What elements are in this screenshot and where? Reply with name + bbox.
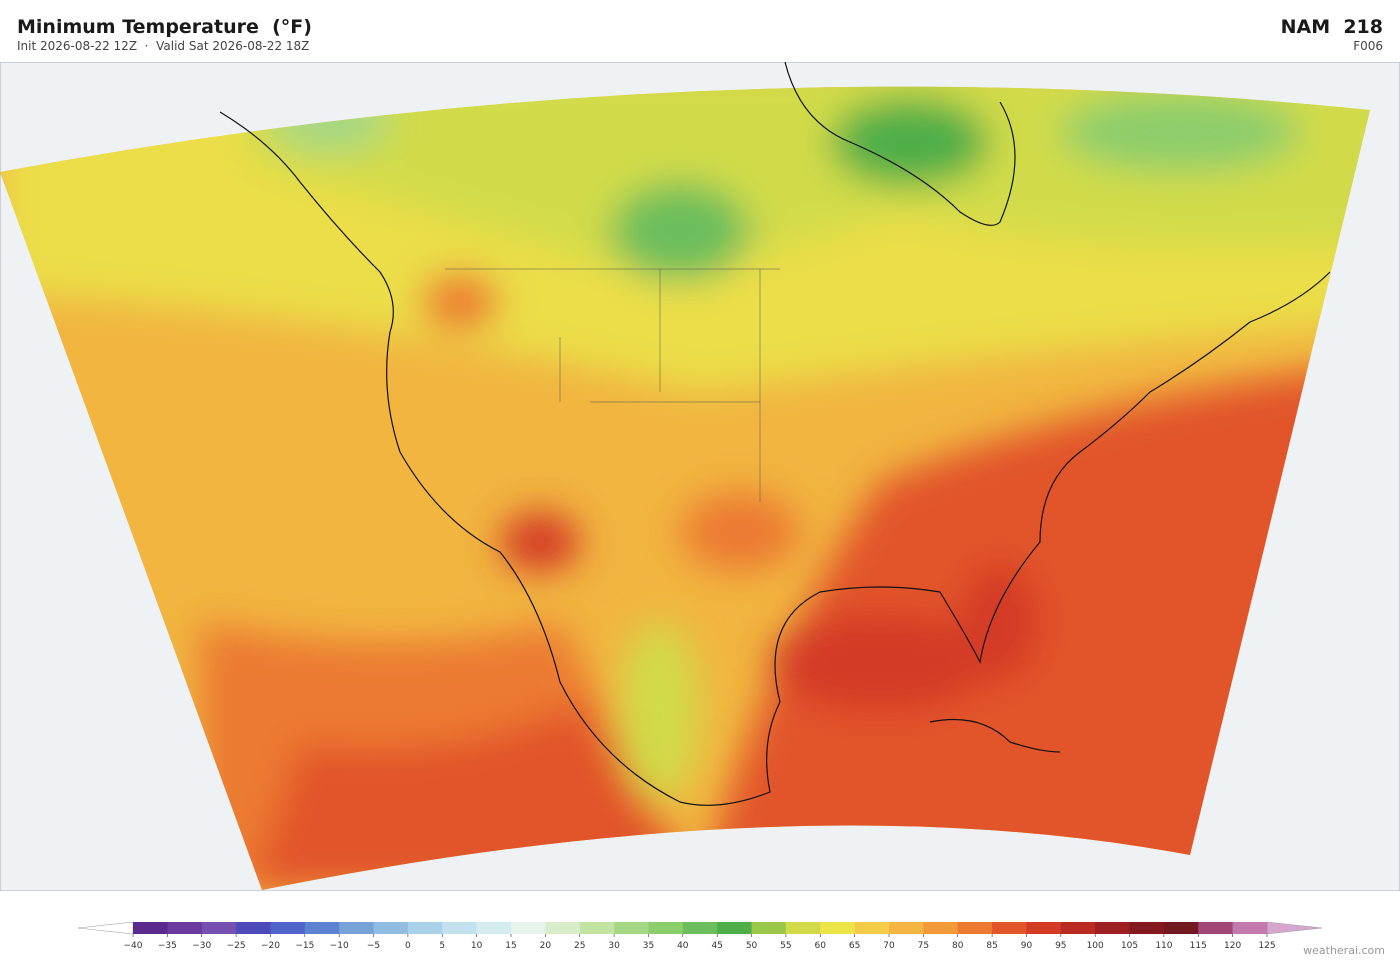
colorbar-bin [751, 922, 787, 934]
colorbar-tick-label: −5 [367, 941, 380, 951]
model-name: NAM 218 [1280, 16, 1383, 38]
colorbar-bin [407, 922, 443, 934]
colorbar-tick-label: −35 [158, 941, 177, 951]
colorbar-bin [304, 922, 340, 934]
colorbar-tick-label: 55 [780, 941, 791, 951]
colorbar-tick-label: 115 [1190, 941, 1207, 951]
colorbar-bin [1129, 922, 1165, 934]
colorbar-tick-label: −10 [330, 941, 349, 951]
colorbar-bin [717, 922, 753, 934]
colorbar-tick-label: 65 [849, 941, 860, 951]
coastline [386, 271, 1331, 806]
colorbar-under [77, 921, 134, 935]
colorbar-bin [339, 922, 375, 934]
colorbar-bin [854, 922, 890, 934]
colorbar-tick-label: 125 [1258, 941, 1275, 951]
colorbar-over [1266, 921, 1323, 935]
colorbar-bin [579, 922, 615, 934]
colorbar-tick-label: 30 [608, 941, 620, 951]
cuba-outline [929, 718, 1061, 753]
colorbar-tick-label: 75 [918, 941, 929, 951]
colorbar-tick-label: 45 [711, 941, 722, 951]
colorbar-tick-label: 95 [1055, 941, 1066, 951]
colorbar-bin [1232, 922, 1268, 934]
colorbar-tick-label: 90 [1021, 941, 1033, 951]
colorbar: −40 −35 −30 −25 −20 −15 −10 −5 0 5 10 15 20 25 30 35 40 4… [77, 921, 1323, 951]
colorbar-bin [270, 922, 306, 934]
colorbar-bin [133, 922, 168, 934]
colorbar-tick-label: 105 [1121, 941, 1138, 951]
colorbar-tick-label: −30 [192, 941, 211, 951]
colorbar-tick-label: 80 [952, 941, 964, 951]
colorbar-bin [167, 922, 203, 934]
colorbar-tick-label: 110 [1155, 941, 1172, 951]
colorbar-tick-label: 120 [1224, 941, 1241, 951]
colorbar-tick-label: −25 [227, 941, 246, 951]
colorbar-bin [1026, 922, 1062, 934]
colorbar-tick-label: 15 [505, 941, 516, 951]
colorbar-tick-label: 40 [677, 941, 689, 951]
colorbar-bin [511, 922, 546, 934]
colorbar-bin [648, 922, 684, 934]
colorbar-tick-label: 5 [439, 941, 445, 951]
colorbar-tick-label: 35 [643, 941, 654, 951]
colorbar-bin [992, 922, 1027, 934]
colorbar-bin [373, 922, 409, 934]
colorbar-tick-label: 100 [1087, 941, 1104, 951]
subtitle: Init 2026-08-22 12Z · Valid Sat 2026-08-… [17, 39, 310, 53]
colorbar-tick-label: 10 [471, 941, 483, 951]
colorbar-tick-label: 25 [574, 941, 585, 951]
colorbar-bin [1060, 922, 1096, 934]
colorbar-bin [442, 922, 478, 934]
coastline [219, 111, 394, 333]
colorbar-tick-label: −40 [124, 941, 143, 951]
borders [445, 268, 780, 502]
colorbar-bin [476, 922, 512, 934]
colorbar-bin [889, 922, 924, 934]
colorbar-bin [820, 922, 856, 934]
colorbar-tick-label: −15 [295, 941, 314, 951]
colorbar-bin [614, 922, 649, 934]
forecast-hour: F006 [1353, 39, 1383, 53]
colorbar-bin [1163, 922, 1199, 934]
colorbar-bin [957, 922, 993, 934]
colorbar-tick-label: 20 [540, 941, 552, 951]
watermark: weatherai.com [1303, 944, 1385, 957]
colorbar-bin [1198, 922, 1234, 934]
colorbar-tick-label: 70 [883, 941, 895, 951]
map [0, 62, 1400, 891]
colorbar-bin [1095, 922, 1131, 934]
colorbar-tick-label: 0 [405, 941, 411, 951]
colorbar-bin [682, 922, 718, 934]
colorbar-tick-label: 85 [986, 941, 997, 951]
colorbar-bin [923, 922, 959, 934]
title: Minimum Temperature (°F) [17, 16, 312, 38]
colorbar-bin [236, 922, 271, 934]
colorbar-tick-label: 50 [746, 941, 758, 951]
colorbar-bin [785, 922, 821, 934]
colorbar-bin [545, 922, 581, 934]
colorbar-tick-label: −20 [261, 941, 280, 951]
hudson-bay-outline [784, 62, 1016, 226]
colorbar-bin [201, 922, 237, 934]
colorbar-tick-label: 60 [815, 941, 827, 951]
